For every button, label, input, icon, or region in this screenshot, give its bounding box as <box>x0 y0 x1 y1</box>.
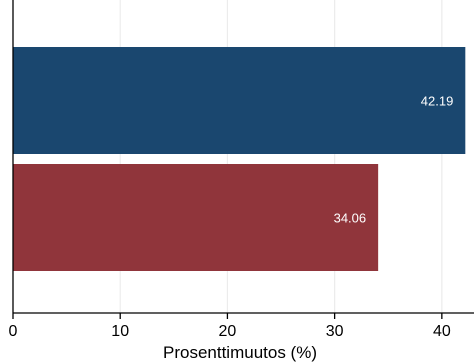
x-tick-label-10: 10 <box>111 323 129 340</box>
bar-2-value-label: 34.06 <box>334 211 367 226</box>
bar-1 <box>13 47 466 154</box>
bar-group: 42.19 34.06 <box>13 47 466 271</box>
x-tick-label-20: 20 <box>219 323 237 340</box>
bar-2 <box>13 164 379 271</box>
x-tick-label-40: 40 <box>433 323 451 340</box>
x-axis-title: Prosenttimuutos (%) <box>163 343 317 362</box>
bar-1-value-label: 42.19 <box>421 94 454 109</box>
x-tick-label-30: 30 <box>326 323 344 340</box>
x-tick-label-0: 0 <box>9 323 18 340</box>
x-axis-ticks: 0 10 20 30 40 <box>9 313 451 340</box>
